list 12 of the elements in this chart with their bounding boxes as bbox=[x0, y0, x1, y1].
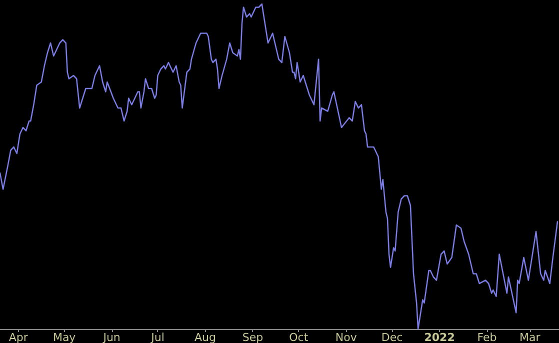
x-tick-label: Jul bbox=[150, 331, 164, 343]
x-tick-label: Feb bbox=[477, 331, 497, 343]
x-tick-label: Oct bbox=[289, 331, 309, 343]
x-tick-label: Apr bbox=[8, 331, 28, 343]
x-tick-label: Mar bbox=[520, 331, 541, 343]
x-tick-label: Dec bbox=[381, 331, 403, 343]
x-tick-label: Jun bbox=[102, 331, 120, 343]
x-tick-label: 2022 bbox=[424, 331, 455, 343]
x-tick-label: Sep bbox=[242, 331, 264, 343]
x-tick-label: Aug bbox=[194, 331, 216, 343]
x-tick-label: Nov bbox=[335, 331, 358, 343]
x-tick-label: May bbox=[52, 331, 76, 343]
